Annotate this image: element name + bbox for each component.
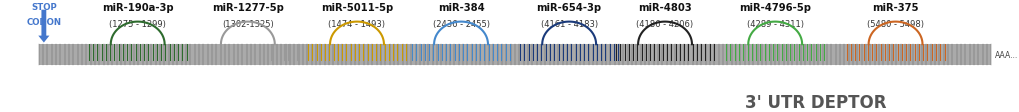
Text: miR-384: miR-384 xyxy=(437,3,484,13)
Text: (1302-1325): (1302-1325) xyxy=(222,20,273,29)
Bar xyxy=(39,45,990,65)
Text: miR-5011-5p: miR-5011-5p xyxy=(321,3,392,13)
Text: STOP: STOP xyxy=(31,3,57,12)
Text: miR-654-3p: miR-654-3p xyxy=(536,3,601,13)
Text: miR-4796-5p: miR-4796-5p xyxy=(739,3,810,13)
Text: miR-375: miR-375 xyxy=(871,3,918,13)
Text: CODON: CODON xyxy=(26,18,61,27)
Text: (5480 - 5498): (5480 - 5498) xyxy=(866,20,923,29)
Text: (4186 - 4206): (4186 - 4206) xyxy=(636,20,693,29)
Text: miR-4803: miR-4803 xyxy=(638,3,691,13)
Text: (1275 - 1299): (1275 - 1299) xyxy=(109,20,166,29)
Text: 3' UTR DEPTOR: 3' UTR DEPTOR xyxy=(745,93,886,111)
Text: (4289 - 4311): (4289 - 4311) xyxy=(746,20,803,29)
Text: miR-190a-3p: miR-190a-3p xyxy=(102,3,173,13)
Text: (2436 - 2455): (2436 - 2455) xyxy=(432,20,489,29)
Text: (4161 - 4183): (4161 - 4183) xyxy=(540,20,597,29)
Text: AAA...: AAA... xyxy=(994,50,1017,59)
Text: miR-1277-5p: miR-1277-5p xyxy=(212,3,283,13)
Text: (1474 - 1493): (1474 - 1493) xyxy=(328,20,385,29)
